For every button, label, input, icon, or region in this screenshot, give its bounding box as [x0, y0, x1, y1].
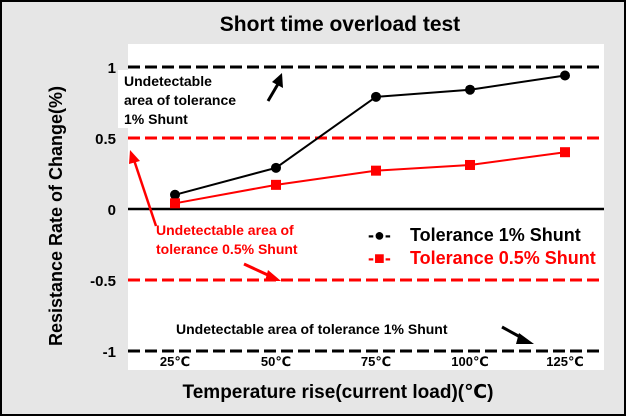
- annotation-top-1pct: Undetectable area of tolerance 1% Shunt: [118, 70, 260, 128]
- x-tick-label-0: 25℃: [160, 354, 190, 369]
- y-tick-label-1: 0.5: [95, 131, 116, 148]
- series-0-point-4: [560, 70, 570, 81]
- annotation-top-line-3: 1% Shunt: [124, 111, 188, 127]
- reference-lines: [128, 65, 604, 353]
- series-0-point-1: [271, 162, 281, 173]
- x-tick-labels: 25℃ 50℃ 75℃ 100℃ 125℃: [160, 354, 584, 369]
- annotation-bottom-text: Undetectable area of tolerance 1% Shunt: [176, 321, 448, 337]
- series-1-point-0: [170, 198, 180, 209]
- series-0-point-2: [371, 91, 381, 102]
- legend-marker-red: -■-: [368, 248, 391, 268]
- annotation-bottom-1pct: Undetectable area of tolerance 1% Shunt: [170, 318, 494, 340]
- annotation-top-line-1: Undetectable: [124, 73, 212, 89]
- y-tick-label-0: 1: [108, 60, 116, 77]
- annotation-half-arrow-up: [132, 159, 158, 227]
- legend-marker-black: -●-: [368, 225, 391, 245]
- series-1-point-4: [560, 147, 570, 158]
- x-axis-label: Temperature rise(current load)(℃): [183, 382, 494, 403]
- annotation-half-line-1: Undetectable area of: [156, 222, 294, 238]
- x-tick-label-4: 125℃: [546, 354, 583, 369]
- annotation-top-arrowhead: [272, 73, 283, 88]
- y-tick-labels: 1 0.5 0 -0.5 -1: [90, 60, 116, 361]
- y-tick-label-4: -1: [103, 344, 116, 361]
- annotation-half-arrow-down: [243, 262, 271, 278]
- svg-text:Undetectable area of tol: Undetectable area of tolerance 0.5% Shun…: [156, 222, 298, 257]
- legend-label-red: Tolerance 0.5% Shunt: [410, 248, 596, 268]
- series-1-point-2: [371, 165, 381, 176]
- y-tick-label-2: 0: [108, 202, 116, 219]
- legend-label-black: Tolerance 1% Shunt: [410, 225, 581, 245]
- chart-title: Short time overload test: [220, 13, 460, 36]
- series-0-point-3: [465, 84, 475, 95]
- annotation-bottom-arrowhead: [516, 333, 534, 344]
- annotation-top-arrow: [266, 83, 280, 102]
- annotation-half-pct: Undetectable area of tolerance 0.5% Shun…: [152, 219, 322, 259]
- annotation-half-line-2: tolerance 0.5% Shunt: [156, 241, 298, 257]
- series-0-point-0: [170, 189, 180, 200]
- legend: -●- Tolerance 1% Shunt -■- Tolerance 0.5…: [368, 225, 596, 268]
- svg-text:Undetectable area of tol: Undetectable area of tolerance 1% Shunt: [124, 73, 240, 127]
- annotation-top-line-2: area of tolerance: [124, 92, 236, 108]
- annotation-half-arrowhead-up: [129, 150, 140, 164]
- y-tick-label-3: -0.5: [90, 273, 116, 290]
- series-1-point-3: [465, 159, 475, 170]
- series-1-point-1: [271, 179, 281, 190]
- series-group: [170, 70, 570, 209]
- x-tick-label-1: 50℃: [261, 354, 291, 369]
- y-axis-label: Resistance Rate of Change(%): [46, 86, 66, 346]
- x-tick-label-2: 75℃: [361, 354, 391, 369]
- x-tick-label-3: 100℃: [451, 354, 488, 369]
- annotation-half-arrowhead-down: [265, 270, 281, 281]
